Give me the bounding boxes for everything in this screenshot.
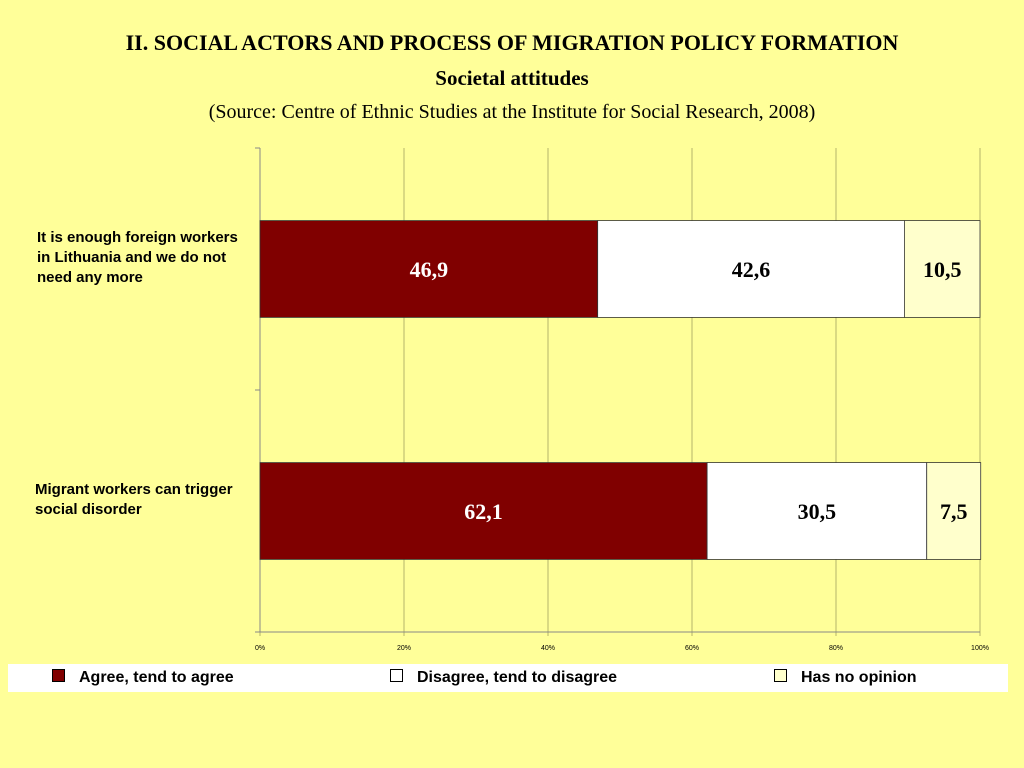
x-tick-label: 0% (255, 645, 265, 652)
bar-segment (926, 462, 982, 560)
legend-swatch (52, 668, 65, 682)
legend-item-agree: Agree, tend to agree (52, 664, 234, 692)
legend-item-no-opinion: Has no opinion (774, 664, 917, 692)
source-note: (Source: Centre of Ethnic Studies at the… (208, 101, 816, 123)
legend: Agree, tend to agree Disagree, tend to d… (8, 664, 1008, 692)
x-tick-label: 80% (829, 645, 843, 652)
legend-label: Agree, tend to agree (79, 669, 234, 686)
bar-segment (259, 220, 599, 318)
data-label: 30,5 (798, 499, 837, 524)
data-label: 62,1 (464, 499, 503, 524)
x-tick-label: 40% (541, 645, 555, 652)
category-label: Migrant workers can trigger social disor… (35, 481, 233, 518)
legend-item-disagree: Disagree, tend to disagree (390, 664, 617, 692)
bar-segment (259, 462, 708, 560)
data-label: 42,6 (732, 257, 771, 282)
x-tick-label: 20% (397, 645, 411, 652)
category-label: It is enough foreign workers in Lithuani… (37, 229, 238, 286)
legend-label: Disagree, tend to disagree (417, 669, 618, 686)
legend-swatch (390, 668, 403, 682)
x-tick-label: 100% (971, 645, 989, 652)
legend-label: Has no opinion (801, 669, 917, 686)
data-label: 10,5 (923, 257, 962, 282)
bar-segment (904, 220, 981, 318)
legend-swatch (774, 668, 787, 682)
slide-subtitle: Societal attitudes (435, 66, 589, 90)
slide-title: II. SOCIAL ACTORS AND PROCESS OF MIGRATI… (125, 30, 899, 55)
bar-segment (597, 220, 905, 318)
data-label: 7,5 (940, 499, 968, 524)
x-tick-label: 60% (685, 645, 699, 652)
data-label: 46,9 (410, 257, 449, 282)
bar-segment (706, 462, 928, 560)
